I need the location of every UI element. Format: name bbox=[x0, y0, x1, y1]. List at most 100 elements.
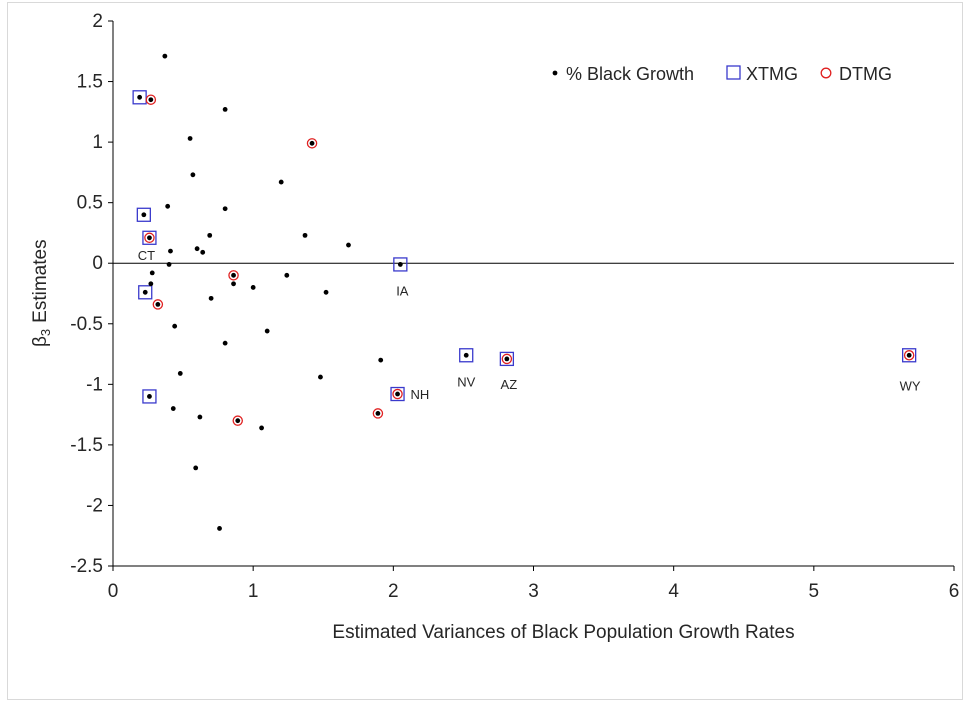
black-growth-dot bbox=[200, 249, 206, 255]
black-growth-dot bbox=[148, 97, 154, 103]
xtmg-square-marker bbox=[499, 351, 515, 367]
black-growth-dot bbox=[318, 374, 323, 380]
black-growth-dot bbox=[166, 262, 172, 267]
x-tick-label: 3 bbox=[528, 581, 539, 602]
state-label-ct: CT bbox=[138, 248, 155, 263]
black-growth-dot bbox=[170, 406, 176, 411]
legend-label-dtmg: DTMG bbox=[839, 64, 892, 84]
y-axis-title: β3 Estimates bbox=[30, 239, 53, 347]
black-growth-dot bbox=[147, 235, 152, 241]
black-growth-dot bbox=[162, 53, 168, 59]
xtmg-square-marker bbox=[142, 230, 157, 245]
xtmg-square-marker bbox=[390, 386, 405, 402]
black-growth-dot bbox=[165, 203, 171, 209]
black-growth-dot bbox=[193, 465, 199, 471]
dtmg-circle-marker bbox=[228, 270, 239, 281]
black-growth-dot bbox=[137, 94, 143, 100]
black-growth-dot bbox=[207, 232, 213, 238]
black-growth-dot bbox=[906, 352, 912, 358]
y-tick-label: 1 bbox=[92, 132, 103, 153]
y-tick-label: 0.5 bbox=[77, 193, 103, 214]
x-axis-title: Estimated Variances of Black Population … bbox=[332, 622, 794, 643]
x-tick-label: 4 bbox=[668, 581, 679, 602]
y-tick-label: -1 bbox=[86, 374, 103, 395]
chart-marks bbox=[132, 53, 917, 531]
black-growth-dot bbox=[378, 357, 384, 363]
black-growth-dot bbox=[309, 140, 315, 146]
black-growth-dot bbox=[177, 371, 183, 376]
black-growth-dot bbox=[168, 248, 173, 254]
dtmg-circle-marker bbox=[392, 388, 403, 400]
legend-square-marker bbox=[726, 65, 741, 80]
black-growth-dot bbox=[172, 323, 178, 329]
black-growth-dot bbox=[190, 172, 196, 178]
state-label-ia: IA bbox=[396, 283, 409, 298]
black-growth-dot bbox=[395, 391, 400, 397]
xtmg-square-marker bbox=[901, 348, 917, 363]
dtmg-circle-marker bbox=[145, 94, 157, 105]
black-growth-dot bbox=[264, 328, 270, 334]
black-growth-dot bbox=[155, 302, 161, 307]
black-growth-dot bbox=[141, 212, 147, 218]
state-label-az: AZ bbox=[501, 377, 518, 392]
legend-dot-marker bbox=[552, 70, 558, 76]
y-tick-label: 1.5 bbox=[77, 72, 103, 93]
dtmg-circle-marker bbox=[372, 408, 384, 419]
black-growth-dot bbox=[194, 246, 200, 252]
black-growth-dot bbox=[231, 272, 236, 278]
axes: 21.510.50-0.5-1-1.5-2-2.50 1 2 3 4 5 6 bbox=[70, 11, 959, 602]
black-growth-dot bbox=[323, 289, 329, 295]
black-growth-dot bbox=[278, 179, 284, 185]
y-tick-label: -0.5 bbox=[70, 314, 103, 335]
y-axis-title-beta: β bbox=[30, 336, 51, 347]
black-growth-dot bbox=[375, 411, 381, 416]
black-growth-dot bbox=[217, 526, 222, 531]
legend-label-xtmg: XTMG bbox=[746, 64, 798, 84]
state-annotations: CT IA NV AZ NH WY bbox=[138, 248, 921, 402]
black-growth-dot bbox=[346, 242, 351, 248]
state-label-nh: NH bbox=[411, 387, 430, 402]
black-growth-dot bbox=[142, 289, 148, 295]
legend: % Black Growth XTMG DTMG bbox=[552, 64, 892, 84]
y-tick-label: -2 bbox=[86, 495, 103, 516]
black-growth-dot bbox=[148, 281, 154, 287]
black-growth-dot bbox=[284, 272, 290, 278]
xtmg-square-marker bbox=[132, 90, 147, 105]
xtmg-square-marker bbox=[142, 389, 157, 404]
black-growth-dot bbox=[208, 295, 214, 301]
black-growth-dot bbox=[222, 340, 228, 346]
black-growth-dot bbox=[222, 206, 228, 212]
black-growth-dot bbox=[250, 285, 256, 290]
state-label-nv: NV bbox=[457, 374, 475, 389]
xtmg-square-marker bbox=[459, 348, 474, 363]
xtmg-square-marker bbox=[393, 257, 408, 272]
chart-frame bbox=[7, 2, 963, 700]
x-tick-label: 2 bbox=[388, 581, 399, 602]
black-growth-dot bbox=[397, 262, 403, 267]
black-growth-dot bbox=[302, 232, 308, 238]
legend-label-black-growth: % Black Growth bbox=[566, 64, 694, 84]
dtmg-circle-marker bbox=[306, 138, 318, 149]
x-tick-label: 1 bbox=[248, 581, 259, 602]
black-growth-dot bbox=[235, 418, 241, 424]
black-growth-dot bbox=[187, 136, 193, 141]
black-growth-dot bbox=[463, 352, 469, 358]
black-growth-dot bbox=[504, 356, 510, 362]
y-tick-label: -1.5 bbox=[70, 435, 103, 456]
black-growth-dot bbox=[259, 425, 264, 431]
dtmg-circle-marker bbox=[903, 350, 915, 361]
x-tick-label: 5 bbox=[809, 581, 820, 602]
x-tick-label: 0 bbox=[108, 581, 119, 602]
black-growth-dot bbox=[149, 270, 155, 276]
black-growth-dot bbox=[197, 414, 203, 420]
black-growth-dot bbox=[231, 281, 236, 287]
state-label-wy: WY bbox=[900, 378, 921, 393]
legend-circle-marker bbox=[820, 67, 832, 79]
black-growth-dot bbox=[147, 394, 152, 399]
dtmg-circle-marker bbox=[144, 232, 155, 244]
xtmg-square-marker bbox=[136, 207, 151, 222]
y-tick-label: 0 bbox=[92, 253, 103, 274]
dtmg-circle-marker bbox=[152, 299, 164, 310]
y-tick-label: 2 bbox=[92, 11, 103, 32]
